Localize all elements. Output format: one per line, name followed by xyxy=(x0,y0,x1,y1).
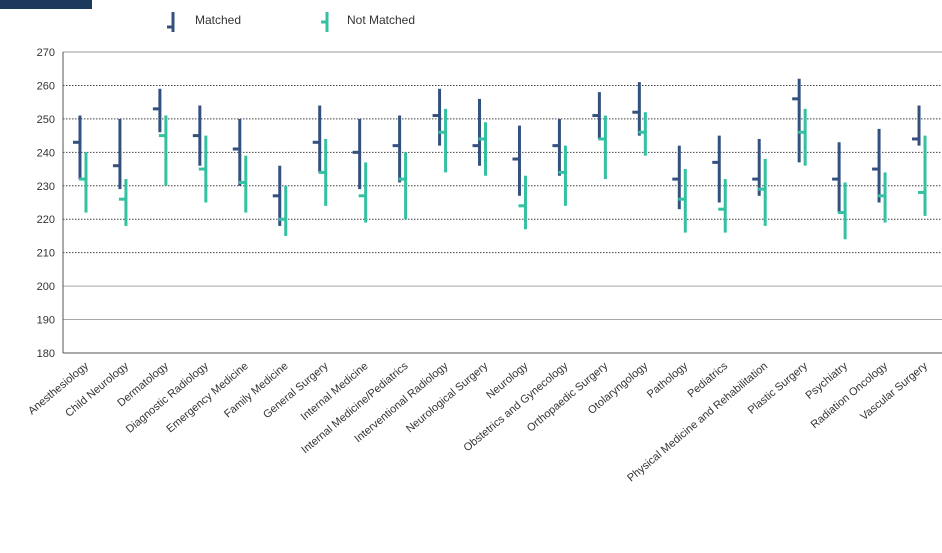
y-tick-label-240: 240 xyxy=(37,147,55,159)
category-group-psychiatry xyxy=(832,142,847,240)
category-group-diagnostic-radiology xyxy=(192,105,208,203)
category-group-anesthesiology xyxy=(72,115,88,213)
legend-label-matched: Matched xyxy=(195,13,241,27)
category-group-internal-medicine xyxy=(352,118,368,223)
y-axis-tick-labels: 180 190 200 210 220 230 240 250 260 270 xyxy=(37,47,55,360)
category-group-vascular-surgery xyxy=(912,105,927,216)
category-group-internal-medicine-pediatrics xyxy=(392,115,408,220)
y-tick-label-270: 270 xyxy=(37,47,55,59)
category-group-general-surgery xyxy=(312,105,328,206)
header-accent-bar xyxy=(0,0,92,9)
category-group-orthopaedic-surgery xyxy=(592,92,607,180)
category-group-pathology xyxy=(672,145,687,233)
legend: Matched Not Matched xyxy=(167,12,415,32)
x-tick-label-vascular-surgery: Vascular Surgery xyxy=(858,360,930,423)
category-group-interventional-radiology xyxy=(432,88,448,173)
category-group-obstetrics-and-gynecology xyxy=(552,118,567,206)
x-tick-label-radiation-oncology: Radiation Oncology xyxy=(809,360,891,431)
category-group-plastic-surgery xyxy=(792,78,807,166)
y-tick-label-210: 210 xyxy=(37,248,55,260)
category-group-dermatology xyxy=(152,88,168,186)
legend-marker-matched xyxy=(167,12,175,32)
y-tick-label-260: 260 xyxy=(37,80,55,92)
legend-item-not-matched: Not Matched xyxy=(321,12,415,32)
y-tick-label-220: 220 xyxy=(37,214,55,226)
legend-label-not-matched: Not Matched xyxy=(347,13,415,27)
gridlines xyxy=(63,84,942,321)
category-group-otolaryngology xyxy=(632,82,647,156)
category-group-physical-medicine-and-rehabilitation xyxy=(752,138,767,226)
category-group-radiation-oncology xyxy=(872,128,887,223)
y-tick-label-200: 200 xyxy=(37,281,55,293)
category-group-neurological-surgery xyxy=(472,98,488,176)
legend-item-matched: Matched xyxy=(167,12,241,32)
category-group-emergency-medicine xyxy=(232,118,248,213)
plot-frame xyxy=(62,51,942,354)
y-tick-label-190: 190 xyxy=(37,315,55,327)
series-marks xyxy=(72,78,927,240)
category-group-neurology xyxy=(512,125,527,230)
x-tick-label-physical-medicine-and-rehabilitation: Physical Medicine and Rehabilitation xyxy=(625,360,770,484)
category-group-family-medicine xyxy=(272,165,288,236)
category-group-pediatrics xyxy=(712,135,727,233)
category-group-child-neurology xyxy=(112,118,128,226)
y-tick-label-250: 250 xyxy=(37,114,55,126)
x-tick-label-pathology: Pathology xyxy=(645,360,691,401)
legend-marker-not-matched xyxy=(321,12,329,32)
y-tick-label-230: 230 xyxy=(37,181,55,193)
y-tick-label-180: 180 xyxy=(37,348,55,360)
x-tick-label-internal-medicine: Internal Medicine xyxy=(299,360,371,423)
